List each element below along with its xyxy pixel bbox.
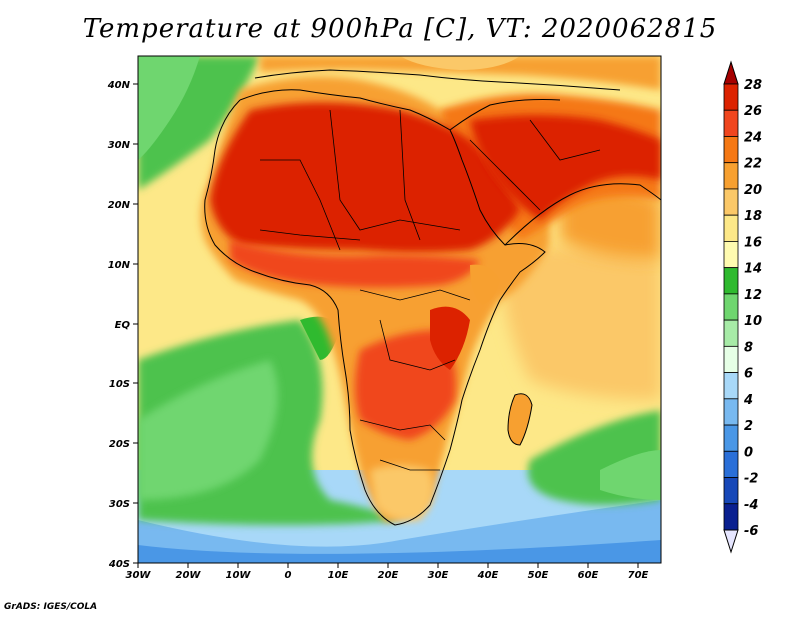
colorbar-label: 6 bbox=[744, 367, 753, 382]
lat-label: 10S bbox=[109, 379, 130, 390]
colorbar-label: 24 bbox=[744, 130, 762, 145]
colorbar-bottom-arrow bbox=[723, 529, 739, 554]
longitude-axis: 30W 20W 10W 0 10E 20E 30E 40E 50E 60E 70… bbox=[126, 563, 649, 581]
colorbar-swatch bbox=[723, 267, 739, 295]
colorbar-label: 26 bbox=[744, 104, 762, 119]
colorbar-label: 28 bbox=[744, 78, 762, 93]
colorbar-label: 14 bbox=[744, 262, 762, 277]
colorbar-swatch bbox=[723, 214, 739, 242]
grads-credit: GrADS: IGES/COLA bbox=[4, 602, 98, 612]
colorbar-swatch bbox=[723, 188, 739, 216]
lat-label: 10N bbox=[108, 260, 131, 271]
colorbar-swatch bbox=[723, 136, 739, 164]
colorbar-label: 10 bbox=[744, 314, 762, 329]
colorbar-swatch bbox=[723, 398, 739, 426]
lon-label: 10W bbox=[226, 570, 252, 581]
colorbar-swatch bbox=[723, 477, 739, 505]
colorbar-label: 2 bbox=[744, 419, 753, 434]
lat-label: 40N bbox=[107, 80, 131, 91]
colorbar-swatch bbox=[723, 293, 739, 321]
lat-label: 20N bbox=[108, 200, 131, 211]
colorbar-label: 0 bbox=[744, 445, 753, 460]
lat-label: EQ bbox=[115, 320, 131, 331]
lon-label: 30W bbox=[126, 570, 152, 581]
latitude-axis: 40N 30N 20N 10N EQ 10S 20S 30S 40S bbox=[107, 80, 138, 570]
colorbar-swatch bbox=[723, 503, 739, 531]
colorbar-swatch bbox=[723, 109, 739, 137]
lon-label: 70E bbox=[628, 570, 649, 581]
colorbar-label: 20 bbox=[744, 183, 762, 198]
colorbar-label: 18 bbox=[744, 209, 762, 224]
colorbar-swatch bbox=[723, 162, 739, 190]
coastlines bbox=[204, 69, 661, 526]
lon-label: 20W bbox=[176, 570, 202, 581]
lat-label: 30S bbox=[109, 499, 130, 510]
lon-label: 0 bbox=[285, 570, 292, 581]
colorbar-label: -2 bbox=[744, 472, 758, 487]
colorbar-swatch bbox=[723, 83, 739, 111]
temperature-field bbox=[138, 56, 661, 563]
lat-label: 20S bbox=[109, 439, 130, 450]
lon-label: 60E bbox=[578, 570, 599, 581]
colorbar-label: 16 bbox=[744, 235, 762, 250]
colorbar-swatch bbox=[723, 424, 739, 452]
lon-label: 20E bbox=[378, 570, 399, 581]
colorbar-swatch bbox=[723, 345, 739, 373]
colorbar-label: -4 bbox=[744, 498, 758, 513]
colorbar-swatch bbox=[723, 450, 739, 478]
lat-label: 40S bbox=[108, 559, 130, 570]
colorbar-swatch bbox=[723, 372, 739, 400]
colorbar-label: 4 bbox=[743, 393, 753, 408]
lon-label: 10E bbox=[328, 570, 349, 581]
colorbar-top-arrow bbox=[723, 60, 739, 85]
lon-label: 40E bbox=[477, 570, 499, 581]
country-borders bbox=[259, 109, 601, 471]
map-frame bbox=[137, 55, 662, 564]
lon-label: 50E bbox=[528, 570, 549, 581]
map-title: Temperature at 900hPa [C], VT: 202006281… bbox=[82, 14, 718, 44]
lon-label: 30E bbox=[428, 570, 449, 581]
colorbar-swatch bbox=[723, 319, 739, 347]
colorbar-label: 12 bbox=[744, 288, 762, 303]
colorbar-label: -6 bbox=[744, 524, 758, 539]
colorbar-label: 8 bbox=[744, 340, 753, 355]
lat-label: 30N bbox=[108, 140, 131, 151]
colorbar-swatch bbox=[723, 241, 739, 269]
colorbar-label: 22 bbox=[744, 157, 762, 172]
